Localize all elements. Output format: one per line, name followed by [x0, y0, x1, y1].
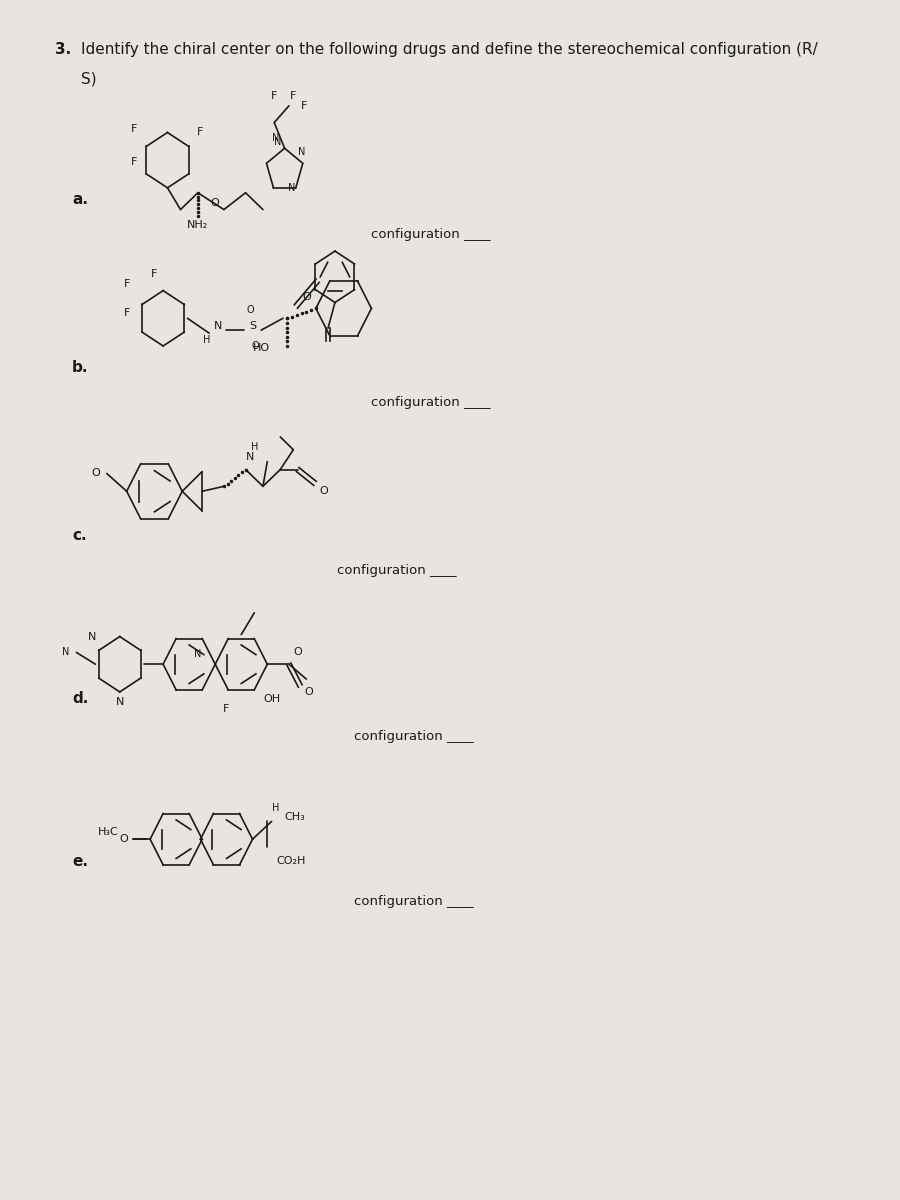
Text: S: S	[249, 322, 256, 331]
Text: configuration ____: configuration ____	[354, 895, 473, 908]
Text: OH: OH	[263, 694, 280, 704]
Text: F: F	[271, 91, 277, 101]
Text: F: F	[131, 157, 138, 167]
Text: O: O	[91, 468, 100, 479]
Text: c.: c.	[72, 528, 86, 544]
Text: H: H	[250, 442, 258, 451]
Text: H: H	[273, 803, 280, 812]
Text: b.: b.	[72, 360, 88, 376]
Text: H: H	[202, 335, 211, 346]
Text: F: F	[123, 308, 130, 318]
Text: O: O	[293, 647, 302, 658]
Text: O: O	[120, 834, 129, 844]
Text: NH₂: NH₂	[187, 221, 209, 230]
Text: 3.: 3.	[55, 42, 71, 56]
Text: F: F	[131, 124, 138, 133]
Text: F: F	[197, 127, 203, 138]
Text: O: O	[304, 686, 313, 697]
Text: O: O	[246, 305, 254, 316]
Text: O: O	[302, 292, 310, 301]
Text: N: N	[213, 322, 222, 331]
Text: CH₃: CH₃	[284, 812, 305, 822]
Text: S): S)	[81, 71, 96, 86]
Text: N: N	[62, 647, 69, 658]
Text: CO₂H: CO₂H	[276, 856, 305, 866]
Text: d.: d.	[72, 691, 88, 707]
Text: N: N	[273, 133, 280, 144]
Text: configuration ____: configuration ____	[354, 730, 473, 743]
Text: configuration ____: configuration ____	[372, 396, 491, 409]
Text: H₃C: H₃C	[98, 827, 119, 838]
Text: O: O	[320, 486, 328, 497]
Text: e.: e.	[72, 854, 88, 870]
Text: F: F	[151, 269, 158, 278]
Text: configuration ____: configuration ____	[337, 564, 456, 577]
Text: N: N	[88, 631, 96, 642]
Text: N: N	[246, 451, 254, 462]
Text: N: N	[274, 137, 282, 148]
Text: Identify the chiral center on the following drugs and define the stereochemical : Identify the chiral center on the follow…	[81, 42, 817, 56]
Text: N: N	[194, 649, 202, 659]
Text: HO: HO	[253, 343, 270, 353]
Text: F: F	[123, 278, 130, 289]
Text: N: N	[288, 182, 295, 193]
Text: N: N	[298, 148, 306, 157]
Text: configuration ____: configuration ____	[372, 228, 491, 241]
Text: O: O	[211, 198, 220, 208]
Text: F: F	[290, 91, 296, 101]
Text: O: O	[251, 341, 259, 350]
Text: N: N	[115, 697, 124, 707]
Text: F: F	[301, 101, 307, 110]
Text: F: F	[222, 703, 229, 714]
Text: a.: a.	[72, 192, 88, 208]
